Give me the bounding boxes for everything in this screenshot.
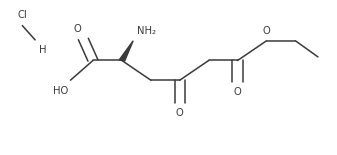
Text: O: O: [176, 108, 184, 118]
Text: NH₂: NH₂: [137, 26, 156, 36]
Text: O: O: [234, 87, 242, 97]
Text: Cl: Cl: [18, 10, 27, 20]
Text: H: H: [39, 45, 47, 55]
Text: O: O: [74, 24, 82, 34]
Text: HO: HO: [53, 86, 68, 96]
Polygon shape: [119, 41, 133, 61]
Text: O: O: [263, 26, 270, 36]
